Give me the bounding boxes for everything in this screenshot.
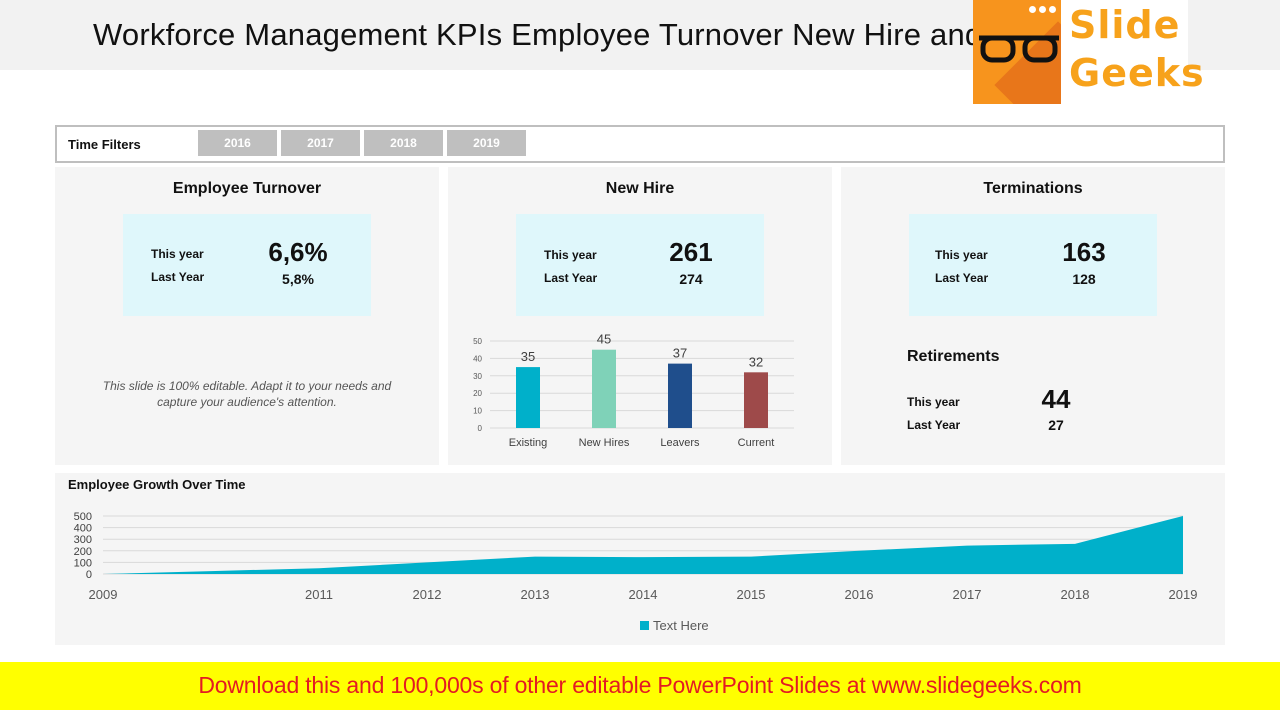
new-hire-this-year-value: 261: [669, 237, 713, 267]
bar-category-label: Existing: [509, 437, 548, 449]
download-banner[interactable]: Download this and 100,000s of other edit…: [0, 662, 1280, 710]
bar-leavers: [668, 363, 692, 428]
area-x-tick-label: 2018: [1061, 587, 1090, 602]
area-y-tick-label: 300: [74, 534, 92, 546]
terminations-title: Terminations: [983, 180, 1083, 197]
area-y-tick-label: 0: [86, 569, 92, 581]
bar-y-tick-label: 10: [473, 407, 482, 416]
new-hire-kpi-card: This year Last Year 261 274: [516, 214, 764, 316]
bar-category-label: New Hires: [579, 437, 630, 449]
filter-2019-button[interactable]: 2019: [447, 130, 526, 156]
bar-data-label: 32: [749, 354, 763, 369]
area-x-tick-label: 2015: [737, 587, 766, 602]
glasses-icon: [979, 35, 1059, 63]
turnover-last-year-value: 5,8%: [282, 271, 314, 287]
terminations-this-year-value: 163: [1062, 237, 1106, 267]
area-x-tick-label: 2017: [953, 587, 982, 602]
filter-2018-button[interactable]: 2018: [364, 130, 443, 156]
bar-y-tick-label: 20: [473, 389, 482, 398]
terminations-last-year-value: 128: [1072, 271, 1096, 287]
terminations-panel: Terminations This year Last Year 163 128…: [841, 167, 1225, 465]
bar-new-hires: [592, 349, 616, 428]
time-filters-bar: Time Filters 2016 2017 2018 2019: [55, 125, 1225, 163]
turnover-title: Employee Turnover: [172, 180, 322, 197]
logo-word-geeks: Geeks: [1069, 51, 1205, 95]
bar-category-label: Leavers: [660, 437, 700, 449]
new-hire-panel: New Hire This year Last Year 261 274 0 10…: [448, 167, 832, 465]
bar-category-label: Current: [738, 437, 775, 449]
area-x-tick-label: 2013: [521, 587, 550, 602]
turnover-this-year-value: 6,6%: [268, 237, 328, 267]
filter-2016-button[interactable]: 2016: [198, 130, 277, 156]
growth-title: Employee Growth Over Time: [68, 477, 246, 492]
logo-word-slide: Slide: [1069, 3, 1181, 47]
employee-growth-panel: Employee Growth Over Time 0 100 200 300 400 5…: [55, 473, 1225, 645]
retirements-this-year-value: 44: [1041, 384, 1071, 414]
bar-current: [744, 372, 768, 428]
download-banner-text[interactable]: Download this and 100,000s of other edit…: [198, 672, 1082, 698]
bar-y-tick-label: 40: [473, 354, 482, 363]
turnover-kpi-card: This year Last Year 6,6% 5,8%: [123, 214, 371, 316]
bar-y-tick-label: 0: [478, 424, 483, 433]
bar-data-label: 45: [597, 332, 611, 347]
bar-existing: [516, 367, 540, 428]
legend-swatch: [640, 621, 649, 630]
terminations-this-year-label: This year: [935, 248, 988, 262]
area-y-tick-label: 200: [74, 546, 92, 558]
employee-turnover-panel: Employee Turnover This year Last Year 6,…: [55, 167, 439, 465]
slidegeeks-logo: Slide Geeks: [973, 0, 1204, 104]
new-hire-title: New Hire: [605, 180, 675, 197]
area-x-tick-label: 2016: [845, 587, 874, 602]
turnover-this-year-label: This year: [151, 247, 204, 261]
bar-data-label: 37: [673, 346, 687, 361]
retirements-last-year-value: 27: [1048, 417, 1064, 433]
retirements-title: Retirements: [907, 348, 1000, 365]
area-series-text-here: [103, 516, 1183, 574]
terminations-kpi-card: This year Last Year 163 128: [909, 214, 1157, 316]
turnover-last-year-label: Last Year: [151, 270, 205, 284]
new-hire-last-year-label: Last Year: [544, 271, 598, 285]
logo-square: [973, 0, 1061, 104]
new-hire-this-year-label: This year: [544, 248, 597, 262]
area-x-tick-label: 2012: [413, 587, 442, 602]
area-x-tick-label: 2019: [1169, 587, 1198, 602]
editable-note: This slide is 100% editable. Adapt it to…: [102, 379, 392, 409]
headcount-bar-chart: 0 10 20 30 40 50 35 Existing 45 New Hires 37 Leaver…: [473, 332, 794, 449]
terminations-last-year-label: Last Year: [935, 271, 989, 285]
legend-label: Text Here: [653, 618, 709, 633]
area-x-tick-label: 2014: [629, 587, 658, 602]
new-hire-last-year-value: 274: [679, 271, 703, 287]
time-filters-label: Time Filters: [68, 137, 141, 152]
area-y-tick-label: 400: [74, 523, 92, 535]
retirements-last-year-label: Last Year: [907, 418, 961, 432]
area-x-tick-label: 2011: [305, 587, 333, 602]
area-y-tick-label: 500: [74, 511, 92, 523]
bar-y-tick-label: 30: [473, 372, 482, 381]
bar-y-tick-label: 50: [473, 337, 482, 346]
retirements-this-year-label: This year: [907, 395, 960, 409]
area-y-tick-label: 100: [74, 557, 92, 569]
area-x-tick-label: 2009: [89, 587, 118, 602]
bar-data-label: 35: [521, 349, 535, 364]
logo-dots-icon: [1029, 6, 1056, 13]
filter-2017-button[interactable]: 2017: [281, 130, 360, 156]
